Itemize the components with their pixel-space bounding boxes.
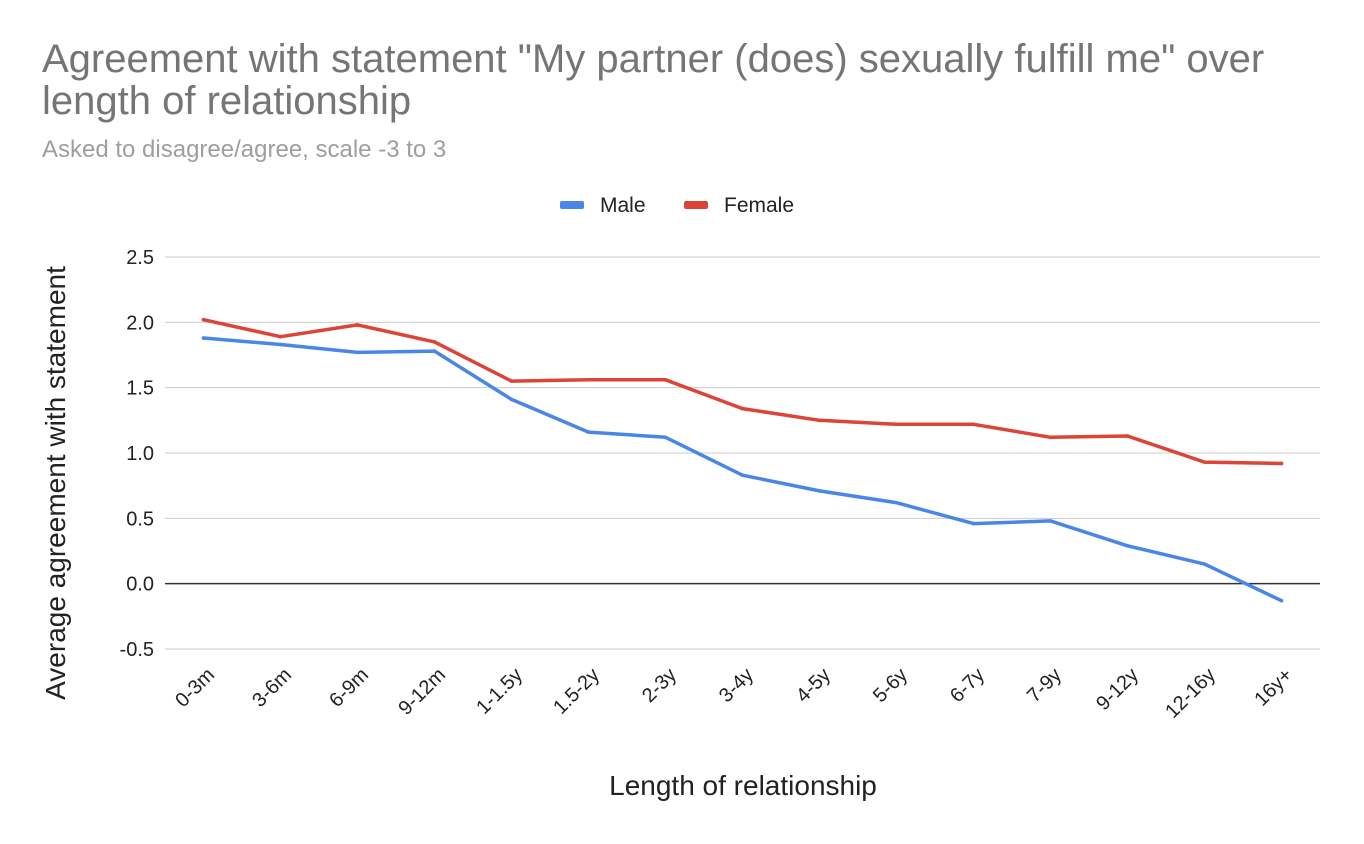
legend-label-male: Male [600, 194, 646, 217]
x-axis-title: Length of relationship [609, 770, 877, 801]
y-tick-label: 0.5 [126, 508, 154, 530]
x-tick-label: 3-6m [248, 664, 296, 712]
data-point-male [971, 521, 976, 526]
data-point-female [432, 340, 437, 344]
data-point-male [740, 473, 745, 478]
data-point-female [971, 422, 976, 427]
y-axis-title: Average agreement with statement [40, 266, 71, 700]
x-axis-ticks: 0-3m 3-6m 6-9m 9-12m 1-1.5y 1.5-2y 2-3y 3-4y 4-5… [171, 664, 1297, 723]
data-point-female [1202, 460, 1207, 464]
series-line-male [201, 336, 1284, 603]
x-tick-label: 9-12y [1092, 664, 1143, 715]
data-point-female [817, 418, 822, 423]
x-tick-label: 1-1.5y [472, 664, 527, 719]
y-axis-ticks: 2.5 2.0 1.5 1.0 0.5 0.0 -0.5 [120, 247, 154, 661]
y-tick-label: 1.0 [126, 443, 154, 465]
data-point-male [1279, 598, 1284, 603]
data-point-male [1202, 562, 1207, 566]
series-line-female [201, 317, 1284, 466]
data-point-male [817, 489, 822, 493]
legend-swatch-female [684, 201, 708, 209]
data-point-female [509, 379, 514, 383]
y-tick-label: 2.5 [126, 247, 154, 269]
x-tick-label: 2-3y [638, 664, 681, 707]
x-tick-label: 9-12m [394, 664, 450, 720]
x-tick-label: 0-3m [171, 664, 219, 712]
data-point-female [201, 317, 206, 322]
x-tick-label: 6-7y [946, 664, 989, 707]
data-point-female [586, 378, 591, 382]
data-point-male [894, 500, 899, 505]
y-tick-label: -0.5 [120, 639, 154, 661]
legend: Male Female [560, 194, 794, 217]
data-point-female [1125, 434, 1130, 438]
data-point-male [586, 430, 591, 434]
data-point-male [278, 342, 283, 347]
x-tick-label: 4-5y [792, 664, 835, 707]
data-point-male [509, 397, 514, 402]
y-tick-label: 1.5 [126, 378, 154, 400]
data-point-male [1048, 519, 1053, 523]
gridlines [165, 256, 1320, 650]
x-tick-label: 7-9y [1023, 664, 1066, 707]
data-point-male [432, 349, 437, 353]
data-point-female [740, 406, 745, 411]
x-tick-label: 3-4y [715, 664, 758, 707]
x-tick-label: 6-9m [325, 664, 373, 712]
legend-swatch-male [560, 201, 584, 209]
x-tick-label: 12-16y [1161, 664, 1220, 723]
data-point-female [278, 334, 283, 339]
y-tick-label: 2.0 [126, 312, 154, 334]
chart-subtitle: Asked to disagree/agree, scale -3 to 3 [42, 136, 447, 163]
data-point-female [894, 422, 899, 427]
data-point-female [663, 378, 668, 382]
x-tick-label: 1.5-2y [549, 664, 604, 719]
data-point-female [1048, 435, 1053, 440]
data-point-female [1279, 461, 1284, 466]
chart-title: Agreement with statement "My partner (do… [42, 37, 1265, 123]
data-point-female [355, 323, 360, 327]
data-point-male [201, 336, 206, 340]
y-tick-label: 0.0 [126, 574, 154, 596]
series-lines [201, 317, 1284, 603]
data-point-male [663, 435, 668, 440]
data-point-male [1125, 543, 1130, 548]
legend-label-female: Female [724, 194, 794, 217]
x-tick-label: 5-6y [869, 664, 912, 707]
data-point-male [355, 350, 360, 355]
x-tick-label: 16y+ [1250, 664, 1297, 711]
